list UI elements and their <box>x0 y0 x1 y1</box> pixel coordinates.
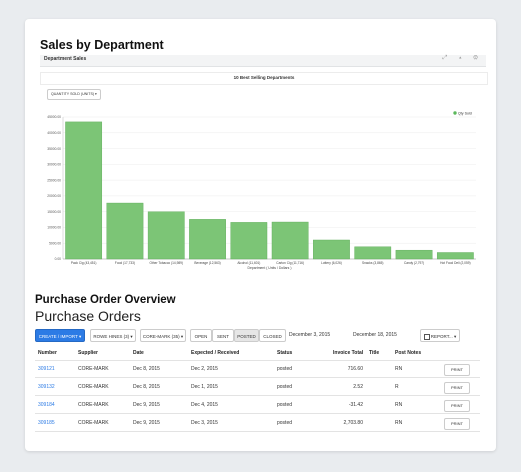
po-heading: Purchase Order Overview <box>35 294 176 306</box>
expected-cell: Dec 1, 2015 <box>191 384 218 390</box>
print-button[interactable]: PRINT <box>444 418 470 430</box>
post-notes-cell: R <box>395 384 399 390</box>
table-row-divider <box>35 413 480 414</box>
panel-header: Department Sales ⤢ ▴ ⚙ <box>40 55 486 67</box>
po-number-link[interactable]: 309121 <box>38 366 55 372</box>
status-cell: posted <box>277 366 293 372</box>
status-closed-button[interactable]: CLOSED <box>259 329 286 342</box>
table-row-divider <box>35 431 480 432</box>
date-cell: Dec 8, 2015 <box>133 366 160 372</box>
expected-cell: Dec 3, 2015 <box>191 420 218 426</box>
supplier-cell: CORE-MARK <box>78 402 109 408</box>
col-post-notes: Post Notes <box>395 350 422 356</box>
panel-controls-icon[interactable]: ⤢ ▴ ⚙ <box>442 55 483 61</box>
date-cell: Dec 9, 2015 <box>133 420 160 426</box>
date-from[interactable]: December 3, 2015 <box>289 332 331 338</box>
panel-title: Department Sales <box>44 56 87 62</box>
col-invoice-total: Invoice Total <box>333 350 364 356</box>
expected-cell: Dec 2, 2015 <box>191 366 218 372</box>
status-cell: posted <box>277 402 293 408</box>
supplier-cell: CORE-MARK <box>78 420 109 426</box>
quantity-sold-button[interactable]: QUANTITY SOLD (UNITS) ▾ <box>47 89 101 100</box>
supplier-cell: CORE-MARK <box>78 366 109 372</box>
sales-heading: Sales by Department <box>40 38 164 52</box>
post-notes-cell: RN <box>395 420 403 426</box>
col-number: Number <box>38 350 57 356</box>
chart-title-bar: 10 Best Selling Departments <box>40 72 488 85</box>
print-button[interactable]: PRINT <box>444 400 470 412</box>
invoice-total-cell: 2,703.80 <box>343 420 363 426</box>
col-date: Date <box>133 350 144 356</box>
status-sent-button[interactable]: SENT <box>212 329 234 342</box>
date-to[interactable]: December 18, 2015 <box>353 332 397 338</box>
status-open-button[interactable]: OPEN <box>190 329 212 342</box>
table-row-divider <box>35 377 480 378</box>
expected-cell: Dec 4, 2015 <box>191 402 218 408</box>
print-button[interactable]: PRINT <box>444 382 470 394</box>
po-number-link[interactable]: 309184 <box>38 402 55 408</box>
post-notes-cell: RN <box>395 402 403 408</box>
po-subheading: Purchase Orders <box>35 308 141 324</box>
po-number-link[interactable]: 309185 <box>38 420 55 426</box>
date-cell: Dec 9, 2015 <box>133 402 160 408</box>
chart-title: 10 Best Selling Departments <box>233 75 295 80</box>
col-status: Status <box>277 350 293 356</box>
table-row-divider <box>35 395 480 396</box>
status-cell: posted <box>277 384 293 390</box>
supplier-cell: CORE-MARK <box>78 384 109 390</box>
date-cell: Dec 8, 2015 <box>133 384 160 390</box>
col-supplier: Supplier <box>78 350 99 356</box>
status-cell: posted <box>277 420 293 426</box>
post-notes-cell: RN <box>395 366 403 372</box>
report-label: REPORT... ▾ <box>430 334 457 339</box>
table-header-divider <box>35 360 480 361</box>
status-posted-button[interactable]: POSTED <box>234 329 259 342</box>
report-button[interactable]: REPORT... ▾ <box>420 329 460 342</box>
po-number-link[interactable]: 309132 <box>38 384 55 390</box>
col-title: Title <box>369 350 380 356</box>
core-mark-filter-button[interactable]: CORE-MARK (35) ▾ <box>140 329 186 342</box>
col-expected: Expected / Received <box>191 350 240 356</box>
invoice-total-cell: 716.60 <box>347 366 363 372</box>
print-button[interactable]: PRINT <box>444 364 470 376</box>
vendor-filter-button[interactable]: ROWE HINES (3) ▾ <box>90 329 136 342</box>
invoice-total-cell: 2.52 <box>353 384 363 390</box>
create-import-button[interactable]: CREATE / IMPORT ▾ <box>35 329 85 342</box>
invoice-total-cell: -31.42 <box>348 402 363 408</box>
calendar-icon <box>423 333 430 340</box>
